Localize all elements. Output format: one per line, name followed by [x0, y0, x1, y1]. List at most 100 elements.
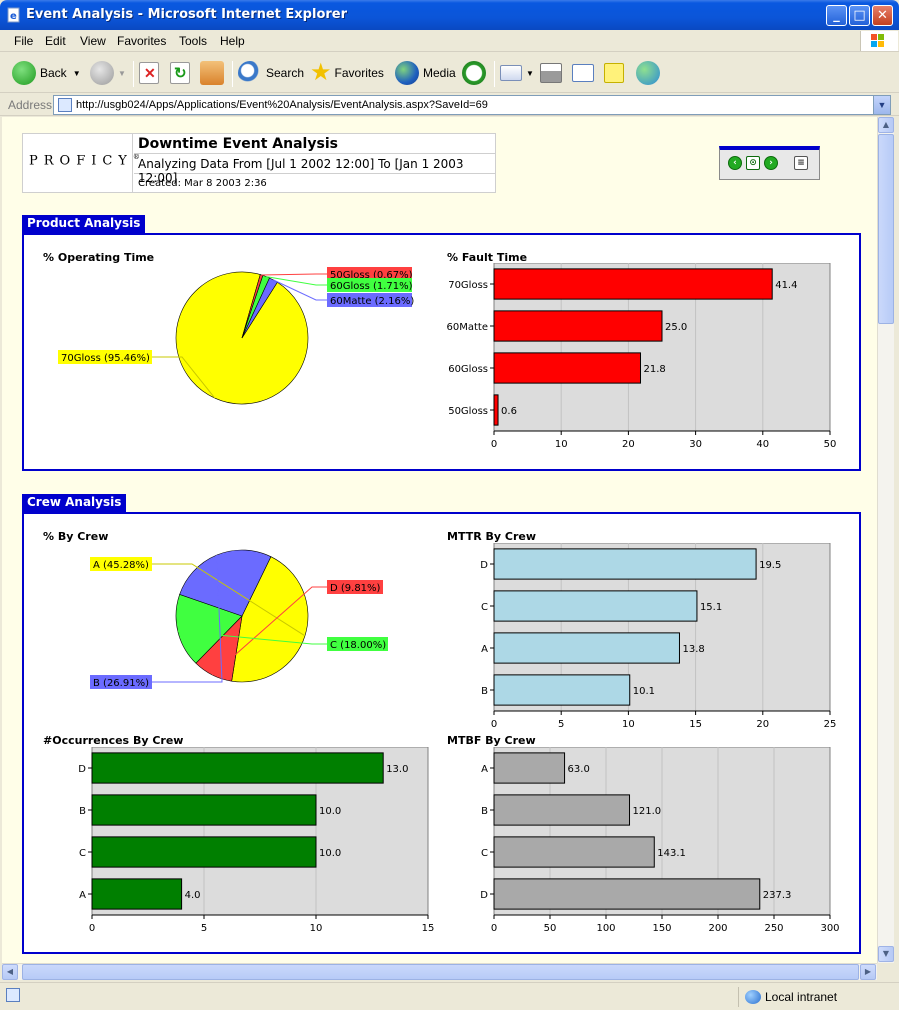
horizontal-scrollbar[interactable]: ◀ ▶	[2, 963, 877, 980]
mttr-bar-chart: 0 5 10 15 20 25 D 19.5 C 15.1 A 13.8 B 10.1	[480, 543, 836, 730]
category-label: A	[79, 890, 86, 901]
address-label: Address	[8, 98, 53, 112]
address-input[interactable]: http://usgb024/Apps/Applications/Event%2…	[53, 95, 891, 115]
scroll-left-icon[interactable]: ◀	[2, 964, 18, 980]
bar	[91, 878, 183, 910]
messenger-button[interactable]	[636, 59, 664, 87]
report-created: Created: Mar 8 2003 2:36	[138, 178, 267, 189]
mttr-title: MTTR By Crew	[447, 530, 537, 543]
stop-button[interactable]: ✕	[139, 59, 163, 87]
category-label: B	[481, 686, 488, 697]
vertical-scrollbar[interactable]: ▲ ▼	[877, 117, 894, 963]
print-button[interactable]	[540, 59, 566, 87]
bar	[493, 794, 631, 826]
report-range: Analyzing Data From [Jul 1 2002 12:00] T…	[134, 154, 496, 185]
toolbar: Back ▼ ▼ ✕ ↻ Search ★ Favorites Media ▼	[0, 53, 899, 93]
horizontal-scroll-thumb[interactable]	[22, 964, 859, 980]
forward-dropdown-icon[interactable]: ▼	[118, 68, 126, 78]
back-label: Back	[40, 66, 67, 80]
label-box	[327, 580, 383, 594]
scroll-right-icon[interactable]: ▶	[860, 964, 876, 980]
favorites-star-icon: ★	[310, 59, 332, 86]
x-tick-label: 10	[310, 923, 323, 934]
bar	[493, 310, 663, 342]
calendar-icon[interactable]: ⊙	[746, 156, 760, 170]
category-label: C	[481, 848, 488, 859]
previous-arrow-icon[interactable]: ‹	[728, 156, 742, 170]
history-clock-icon	[462, 61, 486, 85]
menu-tools[interactable]: Tools	[179, 34, 208, 48]
category-label: D	[480, 560, 488, 571]
back-button[interactable]: Back ▼	[12, 59, 81, 87]
slice-label: 50Gloss (0.67%)	[330, 270, 413, 281]
label-box	[90, 557, 152, 571]
refresh-button[interactable]: ↻	[170, 59, 194, 87]
label-box	[327, 637, 388, 651]
minimize-button[interactable]: _	[826, 5, 847, 26]
forward-button[interactable]: ▼	[90, 59, 126, 87]
category-label: 50Gloss	[448, 406, 488, 417]
category-label: D	[78, 764, 86, 775]
discuss-button[interactable]	[604, 59, 628, 87]
value-label: 237.3	[763, 890, 792, 901]
search-icon	[238, 61, 262, 85]
by-crew-pie-chart: A (45.28%) D (9.81%) C (18.00%) B (26.91%)	[90, 549, 388, 689]
vertical-scroll-thumb[interactable]	[878, 134, 894, 324]
bar	[493, 836, 655, 868]
value-label: 25.0	[665, 322, 687, 333]
maximize-button[interactable]: □	[849, 5, 870, 26]
search-button[interactable]: Search	[238, 59, 304, 87]
next-arrow-icon[interactable]: ›	[764, 156, 778, 170]
category-label: 70Gloss	[448, 280, 488, 291]
slice-label: 60Matte (2.16%)	[330, 296, 414, 307]
x-tick-label: 20	[756, 719, 769, 730]
menu-edit[interactable]: Edit	[45, 34, 66, 48]
callout-line	[261, 273, 327, 276]
x-tick-label: 0	[491, 719, 497, 730]
address-dropdown-icon[interactable]: ▼	[873, 96, 890, 114]
x-tick-label: 10	[555, 439, 568, 450]
mail-dropdown-icon[interactable]: ▼	[526, 68, 534, 78]
x-tick-label: 50	[544, 923, 557, 934]
x-tick-label: 0	[491, 439, 497, 450]
label-box	[327, 293, 412, 307]
operating-time-pie-chart: 70Gloss (95.46%) 50Gloss (0.67%)60Gloss (…	[58, 267, 414, 405]
menu-file[interactable]: File	[14, 34, 34, 48]
scroll-down-icon[interactable]: ▼	[878, 946, 894, 962]
back-dropdown-icon[interactable]: ▼	[72, 68, 81, 78]
menu-bar: File Edit View Favorites Tools Help	[0, 30, 899, 52]
x-tick-label: 40	[756, 439, 769, 450]
scroll-up-icon[interactable]: ▲	[878, 117, 894, 133]
bar	[91, 794, 317, 826]
close-button[interactable]: ✕	[872, 5, 893, 26]
menu-help[interactable]: Help	[220, 34, 245, 48]
bar	[91, 752, 384, 784]
category-label: C	[79, 848, 86, 859]
menu-favorites[interactable]: Favorites	[117, 34, 167, 48]
favorites-button[interactable]: ★ Favorites	[310, 59, 384, 87]
properties-icon[interactable]: ≡	[794, 156, 808, 170]
value-label: 19.5	[759, 560, 781, 571]
home-button[interactable]	[200, 59, 228, 87]
value-label: 0.6	[501, 406, 517, 417]
slice-label: 60Gloss (1.71%)	[330, 281, 413, 292]
fault-time-bar-chart: 0 10 20 30 40 50 70Gloss 41.4 60Matte 25.0 60Gloss…	[447, 263, 837, 450]
mail-button[interactable]: ▼	[500, 59, 534, 87]
status-page-icon	[6, 988, 20, 1002]
category-label: C	[481, 602, 488, 613]
bar	[91, 836, 317, 868]
x-tick-label: 30	[689, 439, 702, 450]
x-tick-label: 50	[824, 439, 837, 450]
report-nav-toolbar: ‹ ⊙ › ≡	[719, 146, 820, 180]
value-label: 41.4	[775, 280, 797, 291]
edit-button[interactable]	[572, 59, 598, 87]
media-button[interactable]: Media	[395, 59, 456, 87]
history-button[interactable]	[462, 59, 490, 87]
menu-view[interactable]: View	[80, 34, 106, 48]
callout-line	[152, 563, 306, 637]
bar	[493, 352, 641, 384]
favorites-label: Favorites	[334, 66, 384, 80]
x-tick-label: 250	[764, 923, 783, 934]
report-header: PROFICY® Downtime Event Analysis Analyzi…	[22, 133, 496, 193]
callout-line	[273, 279, 327, 301]
